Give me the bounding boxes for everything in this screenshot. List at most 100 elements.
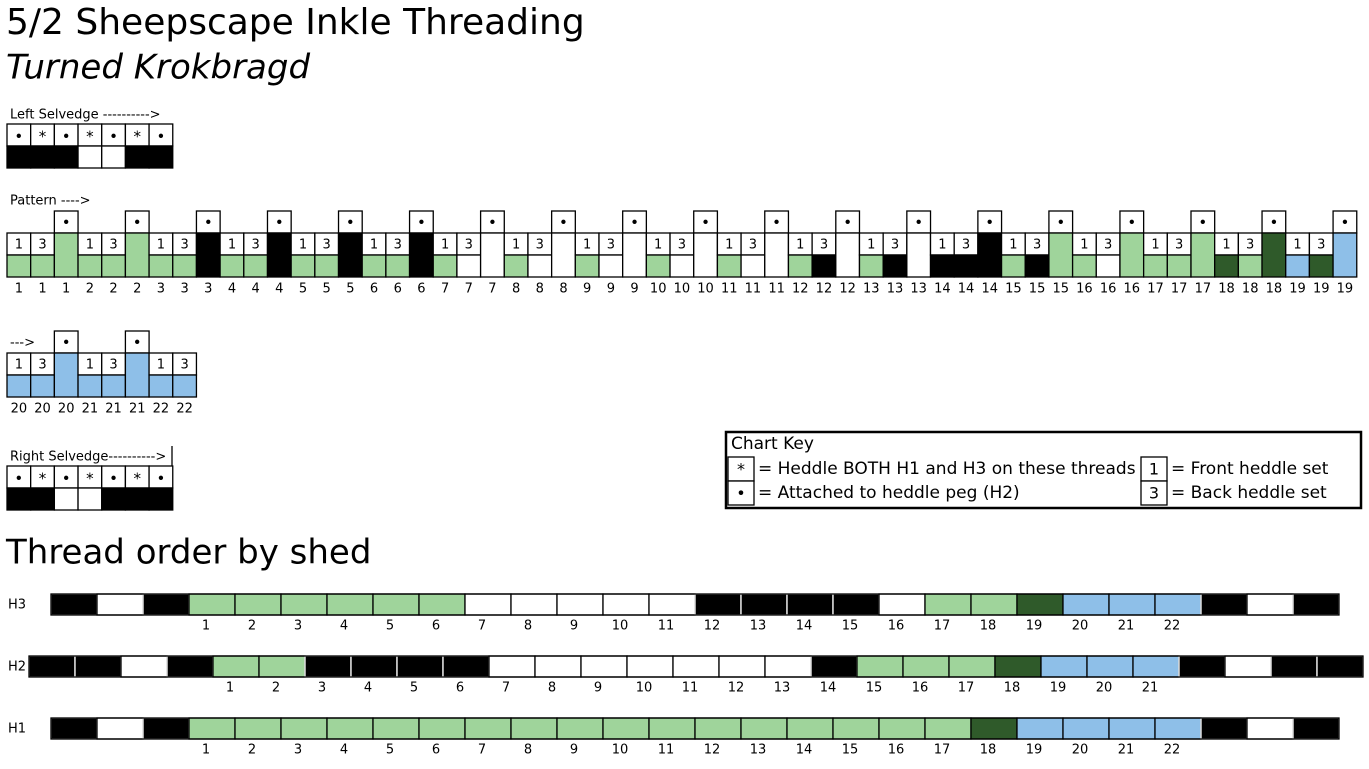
thread-number: 6 [394,282,402,297]
thread-number: 20 [58,402,75,417]
shed-number: 15 [866,681,883,696]
thread-number: 14 [958,282,975,297]
thread-number: 2 [133,282,141,297]
peg-symbol: • [772,214,781,232]
shed-outline [50,593,1340,616]
shed-cell [556,593,604,616]
shed-number: 6 [432,743,440,758]
shed-number: 14 [796,619,813,634]
cell [1214,254,1240,278]
shed-outline [50,717,1340,740]
thread-number: 22 [176,402,193,417]
shed-cell [878,593,926,616]
thread-number: 12 [839,282,856,297]
thread-number: 7 [488,282,496,297]
heddle-label: 3 [323,238,331,253]
shed-number: 22 [1164,619,1181,634]
shed-number: 8 [524,619,532,634]
cell [858,254,884,278]
cell [6,374,32,398]
shed-cell [1040,655,1088,678]
heddle-label: 1 [228,238,236,253]
shed-number: 5 [386,743,394,758]
shed-cell [442,655,490,678]
shed-number: 15 [842,619,859,634]
shed-number: 1 [202,619,210,634]
cell [101,487,127,511]
thread-number: 4 [275,282,283,297]
thread-number: 6 [370,282,378,297]
cell [290,254,316,278]
cell [479,232,505,278]
shed-number: 2 [248,619,256,634]
key-box [724,430,1363,510]
shed-number: 17 [958,681,975,696]
symbol: • [156,128,165,146]
heddle-label: 1 [1009,238,1017,253]
shed-cell [464,593,512,616]
cell [30,374,56,398]
heddle-label: 1 [157,238,165,253]
key-symbol: • [736,484,745,503]
heddle-label: 3 [180,358,188,373]
shed-number: 10 [636,681,653,696]
peg-symbol: • [346,214,355,232]
thread-number: 5 [346,282,354,297]
thread-number: 2 [109,282,117,297]
cell [1071,254,1097,278]
shed-number: 7 [502,681,510,696]
shed-number: 14 [820,681,837,696]
cell [1024,254,1050,278]
shed-number: 6 [432,619,440,634]
shed-cell [602,717,650,740]
thread-number: 18 [1242,282,1259,297]
shed-cell [120,655,168,678]
peg-symbol: • [1269,214,1278,232]
shed-cell [234,593,282,616]
heddle-label: 1 [654,238,662,253]
symbol: • [62,470,71,488]
thread-number: 18 [1218,282,1235,297]
thread-number: 16 [1124,282,1141,297]
heddle-label: 1 [725,238,733,253]
heddle-label: 3 [38,238,46,253]
shed-cell [648,717,696,740]
thread-number: 18 [1266,282,1283,297]
shed-cell [694,593,742,616]
shed-number: 18 [980,743,997,758]
cell [882,254,908,278]
shed-label: H2 [8,660,26,675]
key-text: = Heddle BOTH H1 and H3 on these threads [758,459,1136,479]
cell [693,232,719,278]
thread-number: 1 [15,282,23,297]
shed-number: 17 [934,619,951,634]
shed-cell [166,655,214,678]
cell [101,145,127,169]
cell [30,145,56,169]
cell [835,232,861,278]
peg-symbol: • [62,214,71,232]
heddle-label: 3 [891,238,899,253]
heddle-label: 1 [512,238,520,253]
shed-cell [96,593,144,616]
peg-symbol: • [133,334,142,352]
shed-cell [418,593,466,616]
heddle-label: 1 [86,238,94,253]
heddle-label: 3 [38,358,46,373]
shed-cell [878,717,926,740]
shed-number: 1 [202,743,210,758]
thread-number: 1 [62,282,70,297]
key-symbol-box [727,480,755,506]
peg-symbol: • [701,214,710,232]
thread-number: 15 [1005,282,1022,297]
cell [77,254,103,278]
shed-number: 20 [1072,619,1089,634]
shed-cell [556,717,604,740]
symbol: • [14,470,23,488]
heddle-label: 3 [1104,238,1112,253]
shed-cell [350,655,398,678]
shed-cell [786,717,834,740]
cell [77,145,103,169]
shed-cell [1108,593,1156,616]
cell [574,254,600,278]
